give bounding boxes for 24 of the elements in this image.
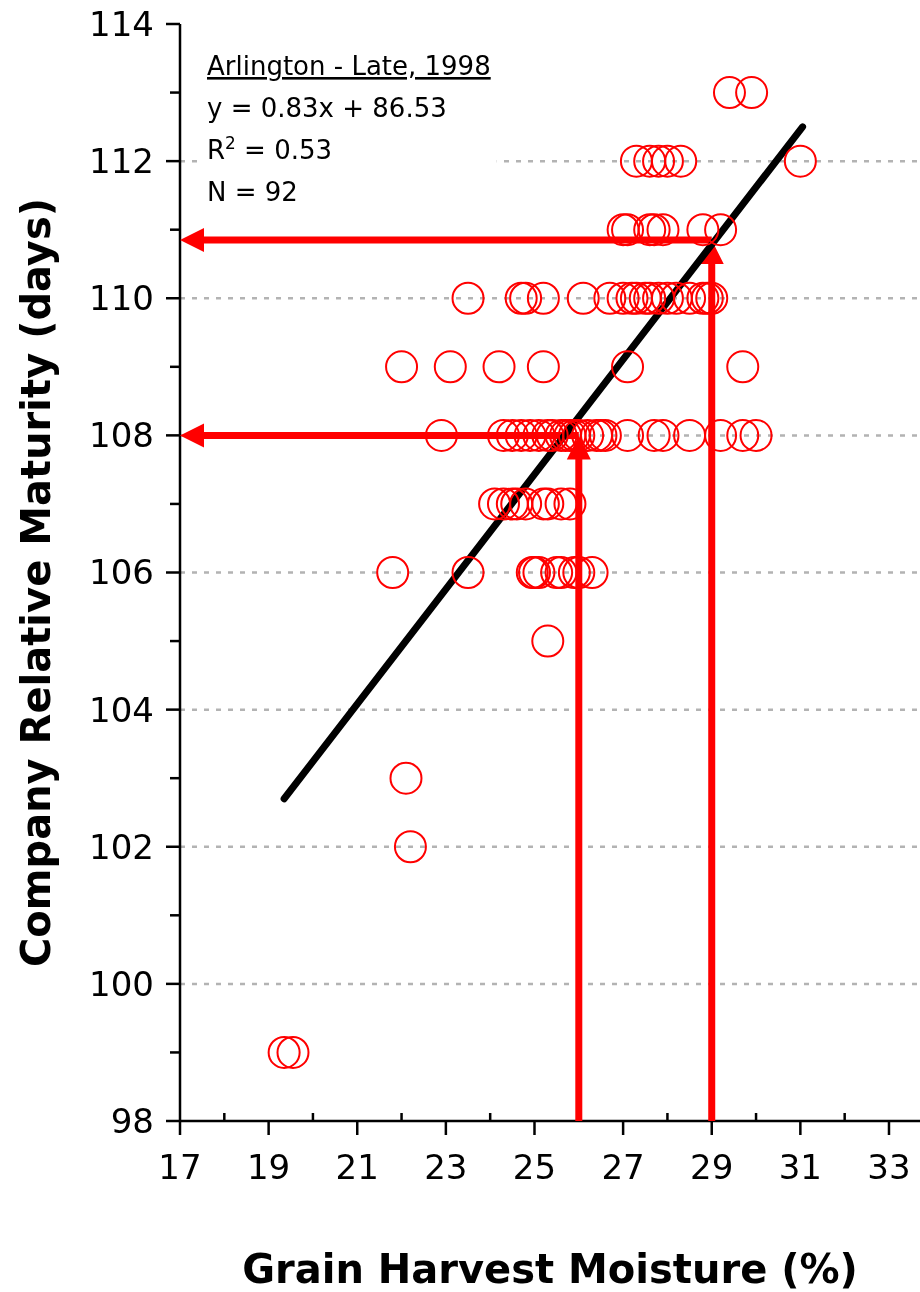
- y-tick-label: 110: [89, 278, 154, 319]
- x-tick-label: 29: [690, 1147, 734, 1187]
- y-tick-label: 98: [110, 1100, 154, 1141]
- x-tick-label: 27: [601, 1147, 645, 1187]
- annotation: R$^{2}$ = 0.53: [207, 133, 333, 165]
- x-tick-label: 33: [867, 1147, 911, 1187]
- y-tick-label: 102: [89, 826, 154, 867]
- y-axis-title: Company Relative Maturity (days): [13, 197, 59, 968]
- annotation: y = 0.83x + 86.53: [207, 93, 447, 123]
- annotation: Arlington - Late, 1998: [207, 51, 491, 81]
- x-axis-title: Grain Harvest Moisture (%): [242, 1246, 858, 1292]
- y-tick-label: 114: [89, 3, 154, 44]
- x-tick-label: 19: [246, 1147, 291, 1187]
- annotation: N = 92: [207, 177, 298, 207]
- x-tick-label: 25: [512, 1147, 557, 1187]
- x-tick-label: 23: [424, 1147, 468, 1187]
- y-tick-label: 100: [89, 963, 154, 1004]
- x-tick-label: 31: [778, 1147, 822, 1187]
- y-tick-label: 112: [89, 141, 154, 182]
- y-tick-label: 108: [89, 415, 154, 456]
- x-tick-label: 21: [335, 1147, 379, 1187]
- y-tick-label: 106: [89, 552, 154, 593]
- y-tick-label: 104: [89, 689, 154, 730]
- x-tick-label: 17: [158, 1147, 202, 1187]
